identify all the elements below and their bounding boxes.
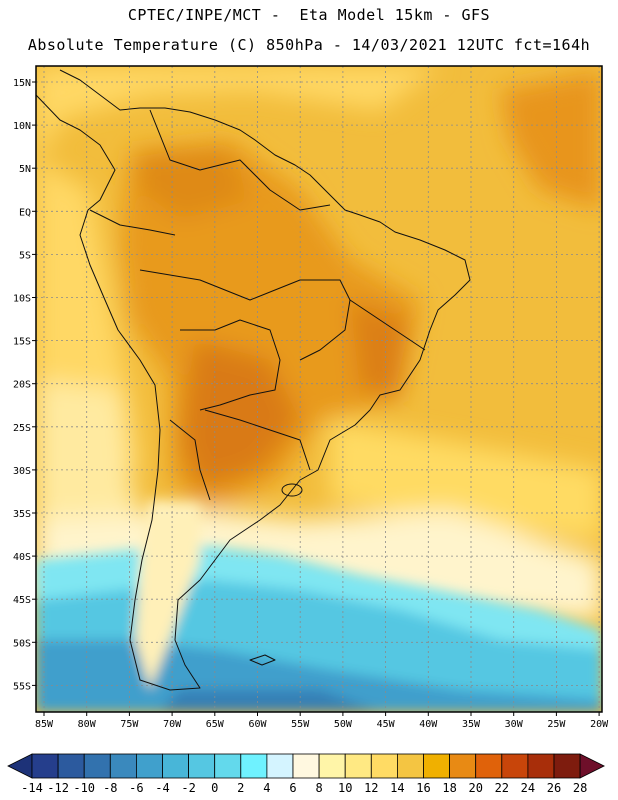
colorbar-box <box>396 753 424 779</box>
lat-label: EQ <box>19 207 31 218</box>
colorbar-box <box>527 753 555 779</box>
lon-label: 30W <box>505 719 524 730</box>
lat-label: 10S <box>13 294 31 305</box>
temperature-field <box>36 66 602 712</box>
lon-label: 55W <box>291 719 310 730</box>
colorbar-label: 20 <box>468 781 482 795</box>
colorbar-label: -4 <box>155 781 169 795</box>
lon-label: 80W <box>78 719 97 730</box>
lat-label: 55S <box>13 681 31 692</box>
lat-label: 5S <box>19 250 31 261</box>
colorbar-box <box>57 753 85 779</box>
colorbar-box <box>188 753 216 779</box>
colorbar-labels: -14 -12 -10 -8 -6 -4 -2 0 2 4 6 8 10 12 14 16 18 20 22 24 26… <box>21 781 587 795</box>
lat-label: 15S <box>13 337 31 348</box>
colorbar-box <box>370 753 398 779</box>
colorbar-label: -12 <box>47 781 69 795</box>
colorbar-label: 16 <box>416 781 430 795</box>
map-subtitle: Absolute Temperature (C) 850hPa - 14/03/… <box>27 36 591 54</box>
colorbar-box <box>423 753 451 779</box>
colorbar-label: 28 <box>573 781 587 795</box>
colorbar-box <box>475 753 503 779</box>
colorbar-label: 8 <box>315 781 322 795</box>
lon-label: 25W <box>547 719 566 730</box>
lon-label: 75W <box>120 719 139 730</box>
colorbar-label: 0 <box>211 781 218 795</box>
colorbar-box <box>162 753 190 779</box>
colorbar-label: 18 <box>442 781 456 795</box>
colorbar-label: 4 <box>263 781 270 795</box>
lat-label: 40S <box>13 552 31 563</box>
colorbar-box <box>83 753 111 779</box>
colorbar-box <box>449 753 477 779</box>
colorbar-boxes <box>7 753 605 779</box>
axis-labels: 85W 80W 75W 70W 65W 60W 55W 50W 45W 40W 35W 30W 25W 2… <box>13 78 609 730</box>
colorbar-box <box>344 753 372 779</box>
colorbar-label: 2 <box>237 781 244 795</box>
colorbar-box <box>266 753 294 779</box>
colorbar-label: -2 <box>181 781 195 795</box>
lat-label: 15N <box>13 78 31 89</box>
coastline-borders <box>36 69 471 691</box>
colorbar-box <box>214 753 242 779</box>
lon-label: 50W <box>334 719 353 730</box>
lat-label: 25S <box>13 423 31 434</box>
colorbar-label: 12 <box>364 781 378 795</box>
colorbar-box <box>135 753 163 779</box>
lon-label: 65W <box>206 719 225 730</box>
colorbar-label: 10 <box>338 781 352 795</box>
colorbar-label: 14 <box>390 781 404 795</box>
colorbar-box <box>240 753 268 779</box>
lat-label: 10N <box>13 121 31 132</box>
colorbar-box <box>292 753 320 779</box>
colorbar-label: -10 <box>73 781 95 795</box>
colorbar-label: -14 <box>21 781 43 795</box>
lat-label: 50S <box>13 638 31 649</box>
lat-label: 20S <box>13 380 31 391</box>
colorbar-box <box>109 753 137 779</box>
colorbar-low-arrow <box>7 753 33 779</box>
lon-label: 20W <box>590 719 609 730</box>
lon-label: 60W <box>248 719 267 730</box>
lon-label: 70W <box>163 719 182 730</box>
lat-lon-grid <box>36 66 602 712</box>
colorbar-label: -6 <box>129 781 143 795</box>
lon-label: 40W <box>419 719 438 730</box>
lat-label: 30S <box>13 466 31 477</box>
map-frame <box>35 65 603 713</box>
colorbar-label: 22 <box>495 781 509 795</box>
colorbar-box <box>553 753 581 779</box>
colorbar-box <box>501 753 529 779</box>
lat-label: 5N <box>19 164 31 175</box>
lat-label: 35S <box>13 509 31 520</box>
lon-label: 85W <box>35 719 54 730</box>
lon-label: 45W <box>377 719 396 730</box>
lon-label: 35W <box>462 719 481 730</box>
map-title: CPTEC/INPE/MCT - Eta Model 15km - GFS <box>127 6 491 24</box>
colorbar-label: 26 <box>547 781 561 795</box>
colorbar-high-arrow <box>579 753 605 779</box>
lat-label: 45S <box>13 595 31 606</box>
colorbar-box <box>31 753 59 779</box>
colorbar-label: 6 <box>289 781 296 795</box>
colorbar-box <box>318 753 346 779</box>
colorbar-label: -8 <box>103 781 117 795</box>
colorbar-label: 24 <box>521 781 535 795</box>
